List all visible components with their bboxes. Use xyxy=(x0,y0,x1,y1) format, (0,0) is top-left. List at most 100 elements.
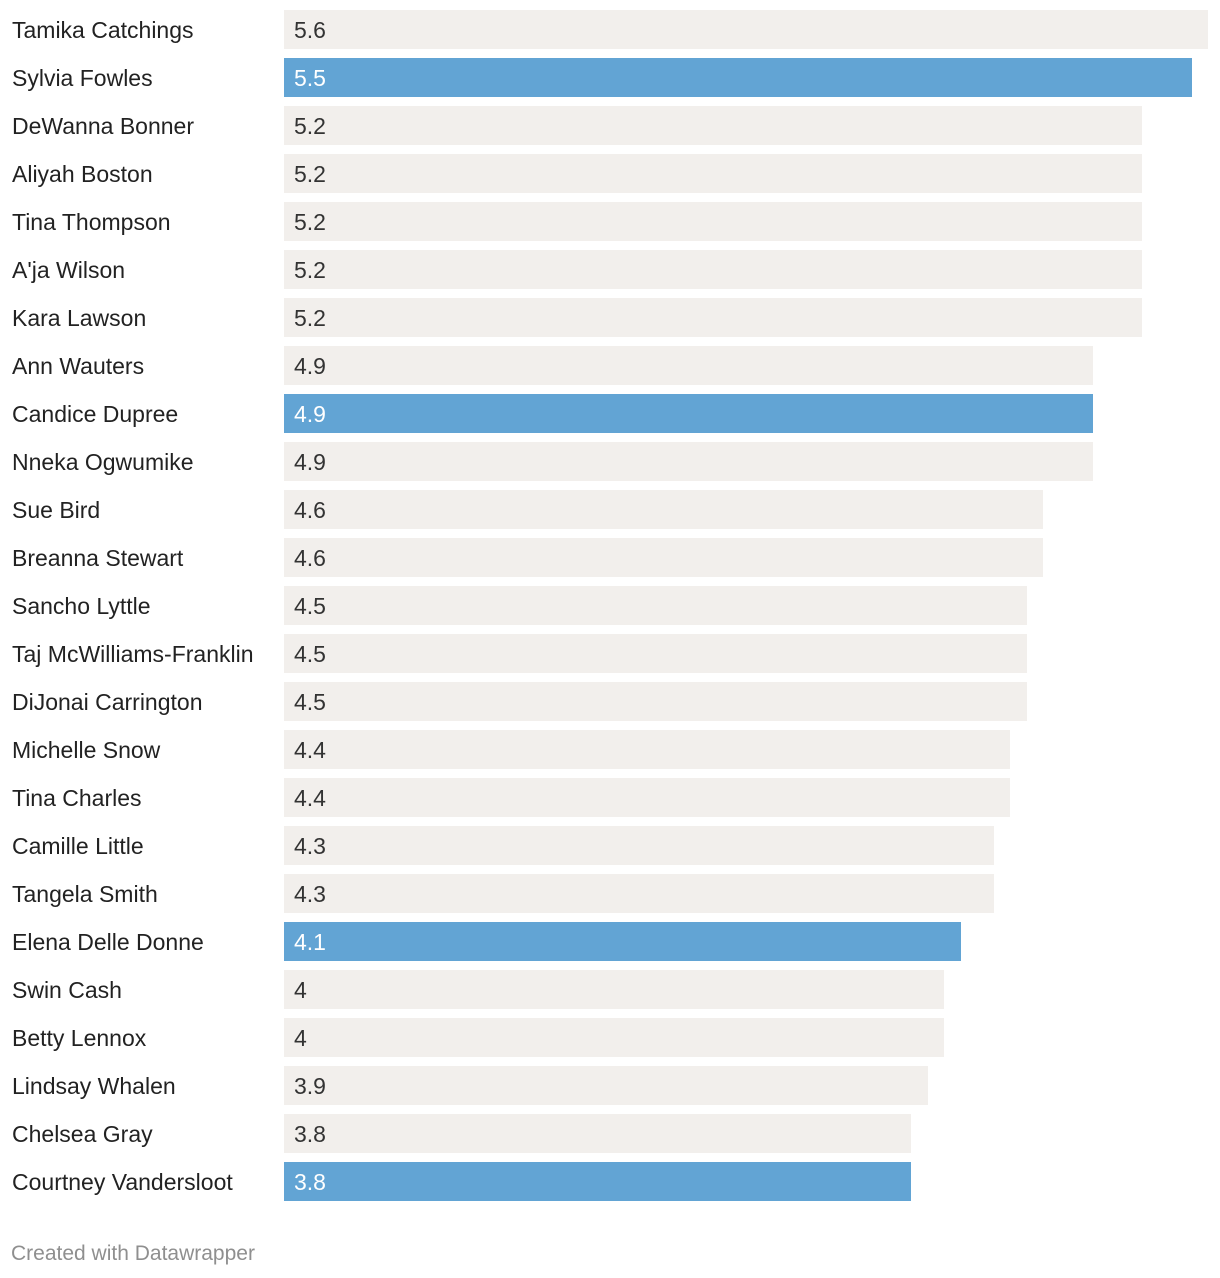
value-label-kara-lawson: 5.2 xyxy=(294,305,326,331)
datawrapper-credit: Created with Datawrapper xyxy=(11,1242,255,1265)
row-label-taj-mcwilliams-franklin: Taj McWilliams-Franklin xyxy=(12,641,254,667)
value-label-ann-wauters: 4.9 xyxy=(294,353,326,379)
bar-sue-bird xyxy=(284,490,1043,529)
value-label-sancho-lyttle: 4.5 xyxy=(294,593,326,619)
value-label-tina-charles: 4.4 xyxy=(294,785,326,811)
bar-row-elena-delle-donne: Elena Delle Donne 4.1 xyxy=(12,922,961,961)
bar-row-sylvia-fowles: Sylvia Fowles 5.5 xyxy=(12,58,1192,97)
bar-aliyah-boston xyxy=(284,154,1142,193)
bar-breanna-stewart xyxy=(284,538,1043,577)
row-label-tangela-smith: Tangela Smith xyxy=(12,881,158,907)
value-label-lindsay-whalen: 3.9 xyxy=(294,1073,326,1099)
bar-swin-cash xyxy=(284,970,944,1009)
row-label-sylvia-fowles: Sylvia Fowles xyxy=(12,65,153,91)
row-label-nneka-ogwumike: Nneka Ogwumike xyxy=(12,449,194,475)
bar-row-tamika-catchings: Tamika Catchings 5.6 xyxy=(12,10,1208,49)
value-label-michelle-snow: 4.4 xyxy=(294,737,326,763)
bar-kara-lawson xyxy=(284,298,1142,337)
row-label-tina-charles: Tina Charles xyxy=(12,785,142,811)
bar-row-dijonai-carrington: DiJonai Carrington 4.5 xyxy=(12,682,1027,721)
bar-row-swin-cash: Swin Cash 4 xyxy=(12,970,944,1009)
bar-camille-little xyxy=(284,826,994,865)
value-label-dijonai-carrington: 4.5 xyxy=(294,689,326,715)
row-label-elena-delle-donne: Elena Delle Donne xyxy=(12,929,204,955)
bar-row-tina-thompson: Tina Thompson 5.2 xyxy=(12,202,1142,241)
bar-row-ann-wauters: Ann Wauters 4.9 xyxy=(12,346,1093,385)
bar-row-taj-mcwilliams-franklin: Taj McWilliams-Franklin 4.5 xyxy=(12,634,1027,673)
value-label-breanna-stewart: 4.6 xyxy=(294,545,326,571)
value-label-chelsea-gray: 3.8 xyxy=(294,1121,326,1147)
row-label-michelle-snow: Michelle Snow xyxy=(12,737,161,763)
row-label-tina-thompson: Tina Thompson xyxy=(12,209,171,235)
bar-tamika-catchings xyxy=(284,10,1208,49)
row-label-chelsea-gray: Chelsea Gray xyxy=(12,1121,153,1147)
bar-taj-mcwilliams-franklin xyxy=(284,634,1027,673)
bar-sancho-lyttle xyxy=(284,586,1027,625)
bar-row-betty-lennox: Betty Lennox 4 xyxy=(12,1018,944,1057)
row-label-lindsay-whalen: Lindsay Whalen xyxy=(12,1073,176,1099)
bar-a-ja-wilson xyxy=(284,250,1142,289)
value-label-tangela-smith: 4.3 xyxy=(294,881,326,907)
bar-chelsea-gray xyxy=(284,1114,911,1153)
bar-tangela-smith xyxy=(284,874,994,913)
row-label-sue-bird: Sue Bird xyxy=(12,497,100,523)
bar-row-dewanna-bonner: DeWanna Bonner 5.2 xyxy=(12,106,1142,145)
bar-row-nneka-ogwumike: Nneka Ogwumike 4.9 xyxy=(12,442,1093,481)
row-label-ann-wauters: Ann Wauters xyxy=(12,353,144,379)
bar-row-sue-bird: Sue Bird 4.6 xyxy=(12,490,1043,529)
value-label-sylvia-fowles: 5.5 xyxy=(294,65,326,91)
bar-row-michelle-snow: Michelle Snow 4.4 xyxy=(12,730,1010,769)
value-label-dewanna-bonner: 5.2 xyxy=(294,113,326,139)
bar-tina-thompson xyxy=(284,202,1142,241)
value-label-swin-cash: 4 xyxy=(294,977,307,1003)
row-label-candice-dupree: Candice Dupree xyxy=(12,401,178,427)
bar-row-camille-little: Camille Little 4.3 xyxy=(12,826,994,865)
bar-nneka-ogwumike xyxy=(284,442,1093,481)
bar-candice-dupree xyxy=(284,394,1093,433)
value-label-elena-delle-donne: 4.1 xyxy=(294,929,326,955)
value-label-taj-mcwilliams-franklin: 4.5 xyxy=(294,641,326,667)
bar-row-breanna-stewart: Breanna Stewart 4.6 xyxy=(12,538,1043,577)
row-label-courtney-vandersloot: Courtney Vandersloot xyxy=(12,1169,233,1195)
bar-row-kara-lawson: Kara Lawson 5.2 xyxy=(12,298,1142,337)
row-label-kara-lawson: Kara Lawson xyxy=(12,305,146,331)
row-label-betty-lennox: Betty Lennox xyxy=(12,1025,147,1051)
bar-row-tangela-smith: Tangela Smith 4.3 xyxy=(12,874,994,913)
value-label-courtney-vandersloot: 3.8 xyxy=(294,1169,326,1195)
value-label-tamika-catchings: 5.6 xyxy=(294,17,326,43)
value-label-a-ja-wilson: 5.2 xyxy=(294,257,326,283)
bar-courtney-vandersloot xyxy=(284,1162,911,1201)
bar-row-aliyah-boston: Aliyah Boston 5.2 xyxy=(12,154,1142,193)
bar-ann-wauters xyxy=(284,346,1093,385)
bar-row-candice-dupree: Candice Dupree 4.9 xyxy=(12,394,1093,433)
row-label-aliyah-boston: Aliyah Boston xyxy=(12,161,153,187)
bar-row-chelsea-gray: Chelsea Gray 3.8 xyxy=(12,1114,911,1153)
bar-row-a-ja-wilson: A'ja Wilson 5.2 xyxy=(12,250,1142,289)
bar-row-courtney-vandersloot: Courtney Vandersloot 3.8 xyxy=(12,1162,911,1201)
bar-dewanna-bonner xyxy=(284,106,1142,145)
value-label-tina-thompson: 5.2 xyxy=(294,209,326,235)
row-label-tamika-catchings: Tamika Catchings xyxy=(12,17,194,43)
bar-row-lindsay-whalen: Lindsay Whalen 3.9 xyxy=(12,1066,928,1105)
bar-sylvia-fowles xyxy=(284,58,1192,97)
row-label-sancho-lyttle: Sancho Lyttle xyxy=(12,593,151,619)
bar-row-tina-charles: Tina Charles 4.4 xyxy=(12,778,1010,817)
bar-elena-delle-donne xyxy=(284,922,961,961)
row-label-breanna-stewart: Breanna Stewart xyxy=(12,545,184,571)
value-label-betty-lennox: 4 xyxy=(294,1025,307,1051)
value-label-candice-dupree: 4.9 xyxy=(294,401,326,427)
bar-row-sancho-lyttle: Sancho Lyttle 4.5 xyxy=(12,586,1027,625)
row-label-dijonai-carrington: DiJonai Carrington xyxy=(12,689,202,715)
row-label-camille-little: Camille Little xyxy=(12,833,144,859)
value-label-sue-bird: 4.6 xyxy=(294,497,326,523)
bar-michelle-snow xyxy=(284,730,1010,769)
bar-tina-charles xyxy=(284,778,1010,817)
bar-lindsay-whalen xyxy=(284,1066,928,1105)
row-label-dewanna-bonner: DeWanna Bonner xyxy=(12,113,194,139)
value-label-camille-little: 4.3 xyxy=(294,833,326,859)
bar-dijonai-carrington xyxy=(284,682,1027,721)
value-label-nneka-ogwumike: 4.9 xyxy=(294,449,326,475)
bar-betty-lennox xyxy=(284,1018,944,1057)
row-label-a-ja-wilson: A'ja Wilson xyxy=(12,257,125,283)
